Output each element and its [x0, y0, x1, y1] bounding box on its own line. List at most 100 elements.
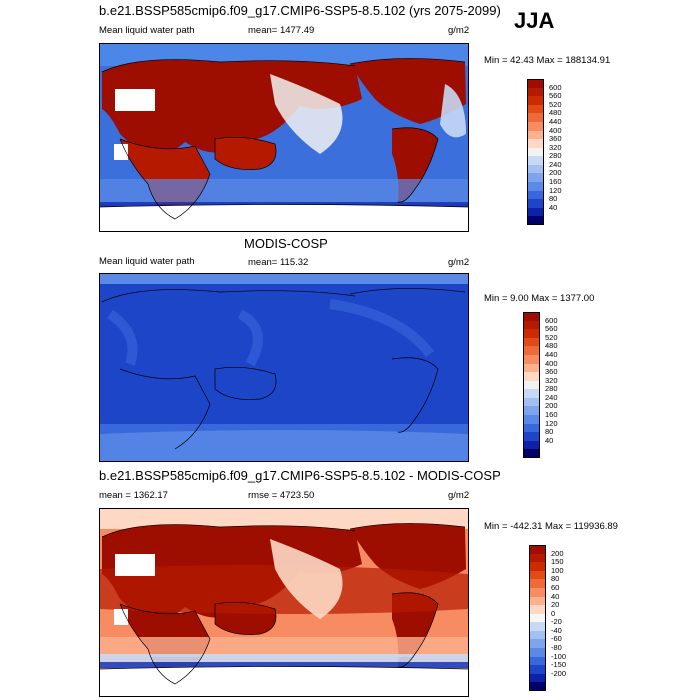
colorbar-swatch [527, 207, 544, 217]
colorbar-swatch [527, 104, 544, 114]
colorbar-tick-label: 400 [549, 125, 562, 135]
colorbar-tick-label: 80 [551, 574, 560, 584]
colorbar-tick-label: 240 [549, 159, 562, 169]
colorbar-swatch [527, 182, 544, 192]
colorbar-tick-label: -60 [551, 634, 562, 644]
season-label: JJA [514, 8, 555, 33]
colorbar-swatch [529, 648, 546, 658]
colorbar-tick-label: 520 [549, 99, 562, 109]
panel-2-colorbar: 600 560 520 480 440 400 360 320 280 240 200 160 120 8… [523, 312, 583, 459]
panel-1-minmax-label: Min = 42.43 Max = 188134.91 [484, 55, 611, 66]
colorbar-swatch [527, 147, 544, 157]
colorbar-swatch [523, 449, 540, 459]
colorbar-tick-label: 40 [545, 435, 554, 445]
colorbar-swatch [527, 79, 544, 89]
colorbar-swatch [529, 545, 546, 555]
colorbar-swatch [523, 389, 540, 399]
colorbar-tick-label: 360 [545, 367, 558, 377]
colorbar-swatch [523, 337, 540, 347]
colorbar-swatch [523, 372, 540, 382]
colorbar-tick-label: 600 [545, 315, 558, 325]
colorbar-tick-label: 20 [551, 600, 560, 610]
colorbar-tick-label: 80 [549, 194, 558, 204]
panel-2-minmax-label: Min = 9.00 Max = 1377.00 [484, 293, 595, 304]
colorbar-tick-label: 200 [551, 548, 564, 558]
colorbar-swatch [529, 622, 546, 632]
colorbar-swatch [523, 380, 540, 390]
colorbar-swatch [523, 406, 540, 416]
colorbar-tick-label: 600 [549, 82, 562, 92]
panel-1-title: b.e21.BSSP585cmip6.f09_g17.CMIP6-SSP5-8.… [99, 3, 501, 18]
colorbar-tick-label: 160 [549, 177, 562, 187]
colorbar-swatch [523, 354, 540, 365]
panel-1-map-field [100, 44, 468, 231]
panel-3-colorbar: 200 150 100 80 60 40 20 0 -20 -40 -60 -80 -100 -150 -2… [529, 545, 589, 692]
colorbar-tick-label: 200 [545, 401, 558, 411]
colorbar-swatch [529, 665, 546, 675]
colorbar-tick-label: 560 [549, 91, 562, 101]
colorbar-tick-label: 160 [545, 410, 558, 420]
colorbar-swatch [523, 423, 540, 433]
colorbar-swatch [529, 639, 546, 649]
colorbar-swatch [527, 121, 544, 132]
colorbar-swatch [527, 130, 544, 140]
colorbar-swatch [523, 346, 540, 356]
colorbar-tick-label: 40 [549, 202, 558, 212]
panel-2-title: MODIS-COSP [244, 236, 328, 251]
panel-1-units-label: g/m2 [448, 25, 470, 36]
colorbar-swatch [529, 579, 546, 589]
colorbar-tick-label: 120 [549, 185, 562, 195]
colorbar-swatch [527, 173, 544, 183]
colorbar-swatch [527, 199, 544, 209]
colorbar-tick-label: 320 [545, 375, 558, 385]
colorbar-swatch [529, 570, 546, 580]
colorbar-tick-label: 120 [545, 418, 558, 428]
colorbar-tick-label: -80 [551, 643, 562, 653]
panel-3-units-label: g/m2 [448, 490, 470, 501]
colorbar-swatch [529, 682, 546, 692]
colorbar-tick-label: 440 [549, 116, 562, 126]
colorbar-tick-label: -40 [551, 625, 562, 635]
panel-3-rmse-label: rmse = 4723.50 [248, 490, 315, 501]
colorbar-tick-label: 200 [549, 168, 562, 178]
colorbar-tick-label: 280 [549, 151, 562, 161]
colorbar-tick-label: 80 [545, 427, 554, 437]
colorbar-swatch [529, 605, 546, 615]
panel-2-map-field [100, 274, 468, 461]
colorbar-swatch [527, 190, 544, 200]
panel-3-title: b.e21.BSSP585cmip6.f09_g17.CMIP6-SSP5-8.… [99, 468, 501, 483]
colorbar-swatch [529, 587, 546, 598]
colorbar-tick-label: 480 [545, 341, 558, 351]
colorbar-tick-label: 480 [549, 108, 562, 118]
colorbar-tick-label: 320 [549, 142, 562, 152]
colorbar-tick-label: 440 [545, 349, 558, 359]
colorbar-tick-label: 40 [551, 591, 560, 601]
panel-2-variable-label: Mean liquid water path [99, 256, 195, 267]
colorbar-tick-label: 520 [545, 332, 558, 342]
colorbar-swatch [527, 156, 544, 166]
colorbar-swatch [527, 216, 544, 226]
colorbar-swatch [529, 673, 546, 683]
colorbar-swatch [523, 432, 540, 442]
panel-3-map [99, 508, 469, 697]
panel-3-minmax-label: Min = -442.31 Max = 119936.89 [484, 521, 618, 532]
panel-3-map-field [100, 509, 468, 696]
colorbar-swatch [529, 630, 546, 640]
colorbar-swatch [523, 415, 540, 425]
colorbar-tick-label: 400 [545, 358, 558, 368]
panel-1-mean-label: mean= 1477.49 [248, 25, 315, 36]
colorbar-swatch [529, 553, 546, 563]
panel-2-units-label: g/m2 [448, 257, 470, 268]
colorbar-swatch [523, 440, 540, 450]
colorbar-swatch [523, 329, 540, 339]
colorbar-tick-label: 100 [551, 565, 564, 575]
colorbar-swatch [527, 164, 544, 174]
panel-1-variable-label: Mean liquid water path [99, 25, 195, 36]
colorbar-tick-label: 0 [551, 608, 556, 618]
colorbar-swatch [529, 596, 546, 606]
colorbar-tick-label: -100 [551, 651, 567, 661]
colorbar-tick-label: 60 [551, 582, 560, 592]
colorbar-swatch [523, 312, 540, 322]
colorbar-swatch [523, 397, 540, 407]
colorbar-swatch [527, 96, 544, 106]
